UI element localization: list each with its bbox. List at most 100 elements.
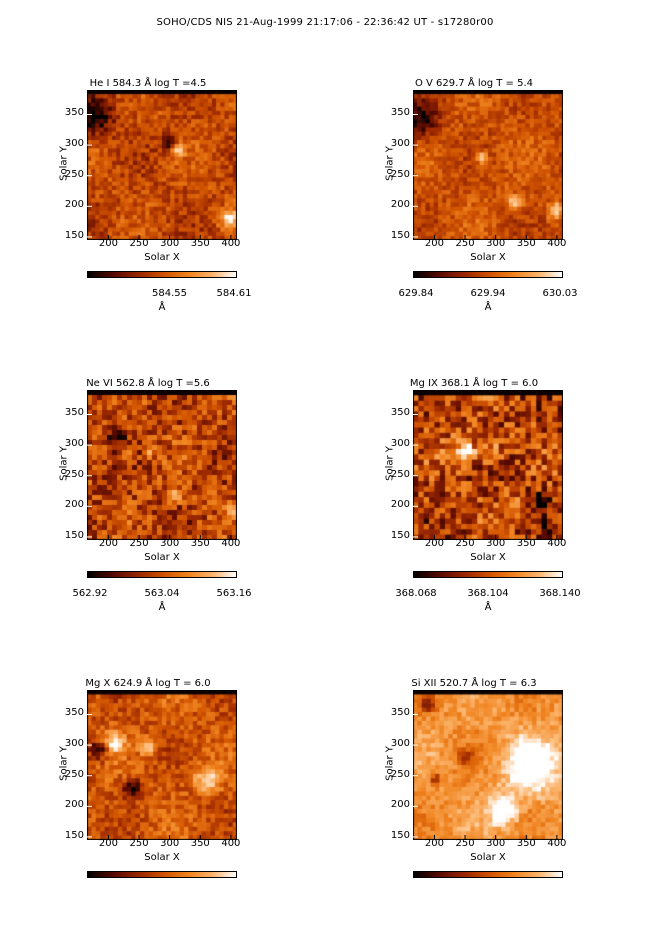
y-tick-label: 200 [64, 799, 84, 811]
colorbar-tick-label: 563.16 [216, 588, 252, 599]
panel-title: He I 584.3 Å log T =4.5 [89, 78, 207, 89]
colorbar [413, 871, 563, 878]
heatmap-image [87, 690, 237, 840]
chart-panel-4: Mg IX 368.1 Å log T = 6.0 200 250 300 350 400… [374, 378, 581, 638]
y-tick-label: 250 [390, 168, 410, 180]
x-tick-label: 350 [190, 238, 210, 249]
x-tick-label: 300 [160, 838, 180, 849]
x-tick-label: 400 [547, 838, 567, 849]
colorbar-tick-label: 630.03 [542, 288, 578, 299]
x-tick-label: 400 [221, 538, 241, 549]
x-axis-label: Solar X [144, 852, 180, 863]
x-tick-label: 200 [424, 538, 444, 549]
axes-ticks [413, 413, 558, 540]
chart-panel-6: Si XII 520.7 Å log T = 6.3 200 250 300 350 40… [374, 678, 574, 938]
colorbar [87, 571, 237, 578]
x-tick-label: 250 [455, 238, 475, 249]
x-tick-label: 300 [160, 238, 180, 249]
y-axis-label: Solar Y [58, 146, 70, 181]
x-axis-label: Solar X [470, 552, 506, 563]
panel-title: Mg X 624.9 Å log T = 6.0 [85, 678, 211, 689]
y-axis-label: Solar Y [384, 746, 396, 781]
colorbar-tick-label: 629.84 [398, 288, 434, 299]
x-tick-label: 300 [486, 538, 506, 549]
y-tick-label: 300 [390, 738, 410, 750]
heatmap-image [87, 90, 237, 240]
colorbar-tick-label: 368.068 [395, 588, 437, 599]
x-tick-label: 350 [516, 538, 536, 549]
colorbar-unit-label: Å [484, 602, 492, 613]
x-tick-label: 300 [486, 238, 506, 249]
panel-title: Ne VI 562.8 Å log T =5.6 [86, 378, 210, 389]
x-tick-label: 200 [98, 538, 118, 549]
x-tick-label: 200 [424, 838, 444, 849]
y-axis-label: Solar Y [384, 146, 396, 181]
colorbar-tick-label: 584.61 [216, 288, 252, 299]
y-tick-label: 250 [390, 468, 410, 480]
axes-ticks [87, 113, 232, 240]
colorbar-tick-label: 368.104 [467, 588, 509, 599]
y-tick-label: 350 [64, 407, 84, 419]
y-tick-label: 150 [390, 829, 410, 841]
x-tick-label: 250 [455, 538, 475, 549]
panel-title: Mg IX 368.1 Å log T = 6.0 [409, 378, 539, 389]
y-tick-label: 350 [64, 107, 84, 119]
y-axis-label: Solar Y [58, 446, 70, 481]
x-axis-label: Solar X [470, 852, 506, 863]
y-tick-label: 300 [64, 138, 84, 150]
colorbar-tick-label: 368.140 [539, 588, 581, 599]
y-tick-label: 250 [64, 468, 84, 480]
y-tick-label: 300 [390, 138, 410, 150]
x-axis-label: Solar X [144, 552, 180, 563]
colorbar-unit-label: Å [158, 302, 166, 313]
colorbar-tick-label: 584.55 [152, 288, 187, 299]
y-tick-label: 250 [64, 768, 84, 780]
x-tick-label: 200 [98, 238, 118, 249]
page-title: SOHO/CDS NIS 21-Aug-1999 21:17:06 - 22:3… [156, 17, 494, 28]
y-tick-label: 350 [64, 707, 84, 719]
colorbar-unit-label: Å [484, 302, 492, 313]
x-tick-label: 400 [547, 238, 567, 249]
x-tick-label: 300 [486, 838, 506, 849]
heatmap-image [87, 390, 237, 540]
panel-title: Si XII 520.7 Å log T = 6.3 [411, 678, 537, 689]
y-tick-label: 250 [390, 768, 410, 780]
colorbar [413, 571, 563, 578]
y-tick-label: 200 [64, 499, 84, 511]
y-tick-label: 200 [390, 199, 410, 211]
x-tick-label: 250 [129, 538, 149, 549]
y-axis-label: Solar Y [384, 446, 396, 481]
y-tick-label: 350 [390, 707, 410, 719]
axes-ticks [87, 413, 232, 540]
y-tick-label: 300 [64, 738, 84, 750]
y-tick-label: 150 [64, 529, 84, 541]
x-tick-label: 400 [221, 238, 241, 249]
y-tick-label: 150 [64, 229, 84, 241]
axes-ticks [413, 713, 558, 840]
y-tick-label: 200 [390, 499, 410, 511]
x-tick-label: 300 [160, 538, 180, 549]
x-axis-label: Solar X [144, 252, 180, 263]
x-tick-label: 250 [129, 838, 149, 849]
y-tick-label: 250 [64, 168, 84, 180]
y-tick-label: 150 [390, 529, 410, 541]
x-tick-label: 250 [455, 838, 475, 849]
panel-title: O V 629.7 Å log T = 5.4 [414, 78, 534, 89]
y-tick-label: 350 [390, 107, 410, 119]
y-tick-label: 300 [390, 438, 410, 450]
y-axis-label: Solar Y [58, 746, 70, 781]
axes-ticks [87, 713, 232, 840]
axes-ticks [413, 113, 558, 240]
y-tick-label: 200 [390, 799, 410, 811]
y-tick-label: 200 [64, 199, 84, 211]
colorbar-tick-label: 563.04 [144, 588, 180, 599]
chart-panel-2: O V 629.7 Å log T = 5.4 200 250 300 350 400 15… [374, 78, 578, 338]
x-tick-label: 350 [190, 538, 210, 549]
x-tick-label: 350 [190, 838, 210, 849]
x-tick-label: 350 [516, 238, 536, 249]
y-tick-label: 300 [64, 438, 84, 450]
x-tick-label: 250 [129, 238, 149, 249]
x-tick-label: 400 [547, 538, 567, 549]
chart-panel-5: Mg X 624.9 Å log T = 6.0 200 250 300 350 400 1… [48, 678, 248, 938]
y-tick-label: 350 [390, 407, 410, 419]
